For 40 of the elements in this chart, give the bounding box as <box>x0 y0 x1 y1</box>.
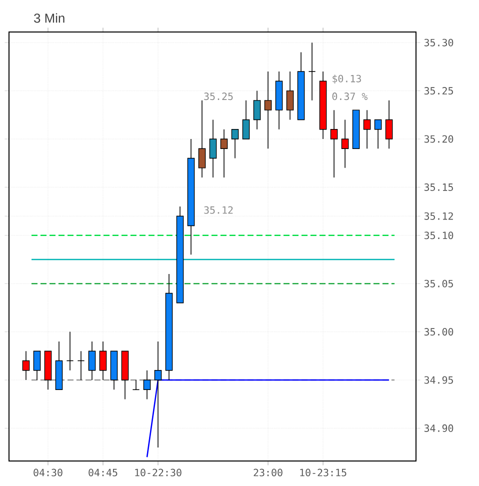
candlestick <box>33 350 41 380</box>
x-tick-label: 10-23:15 <box>300 468 346 476</box>
candlestick <box>286 71 294 120</box>
candlestick <box>363 110 371 150</box>
candlestick <box>22 350 30 380</box>
x-tick-label: 04:30 <box>34 468 62 476</box>
candlestick <box>264 71 272 150</box>
x-tick-label: 10-22:30 <box>135 468 182 476</box>
y-tick-label: 34.90 <box>424 424 454 432</box>
annotation: $0.13 <box>332 74 361 84</box>
candlestick <box>154 341 162 448</box>
candlestick <box>88 341 96 380</box>
candlestick <box>143 370 151 400</box>
y-tick-label: 35.20 <box>424 135 454 143</box>
candlestick <box>99 341 107 380</box>
candlestick <box>209 119 217 178</box>
candlestick <box>330 110 338 178</box>
candlestick <box>385 100 393 150</box>
candlestick <box>198 100 206 178</box>
y-tick-label: 34.95 <box>424 376 453 384</box>
annotation: 35.25 <box>204 92 233 100</box>
x-tick-label: 23:00 <box>254 468 282 476</box>
candlestick <box>220 128 228 178</box>
y-tick-label: 35.25 <box>424 87 453 95</box>
candlestick <box>231 128 239 159</box>
candlestick <box>253 90 261 130</box>
candlestick <box>242 100 250 140</box>
y-tick-label: 35.10 <box>424 232 454 240</box>
candlestick <box>374 119 382 150</box>
x-tick-label: 04:45 <box>88 468 118 476</box>
y-tick-label: 35.15 <box>424 183 453 191</box>
y-tick-label: 35.05 <box>424 280 453 288</box>
candlestick <box>341 119 349 168</box>
y-tick-label: 35.30 <box>424 38 454 46</box>
annotation: 35.12 <box>204 206 233 214</box>
y-tick-label: 35.12 <box>424 212 453 220</box>
y-tick-label: 35.00 <box>424 328 454 336</box>
chart-title: 3 Min <box>34 13 64 23</box>
candlestick <box>308 42 316 101</box>
annotation: 0.37 % <box>332 92 368 100</box>
